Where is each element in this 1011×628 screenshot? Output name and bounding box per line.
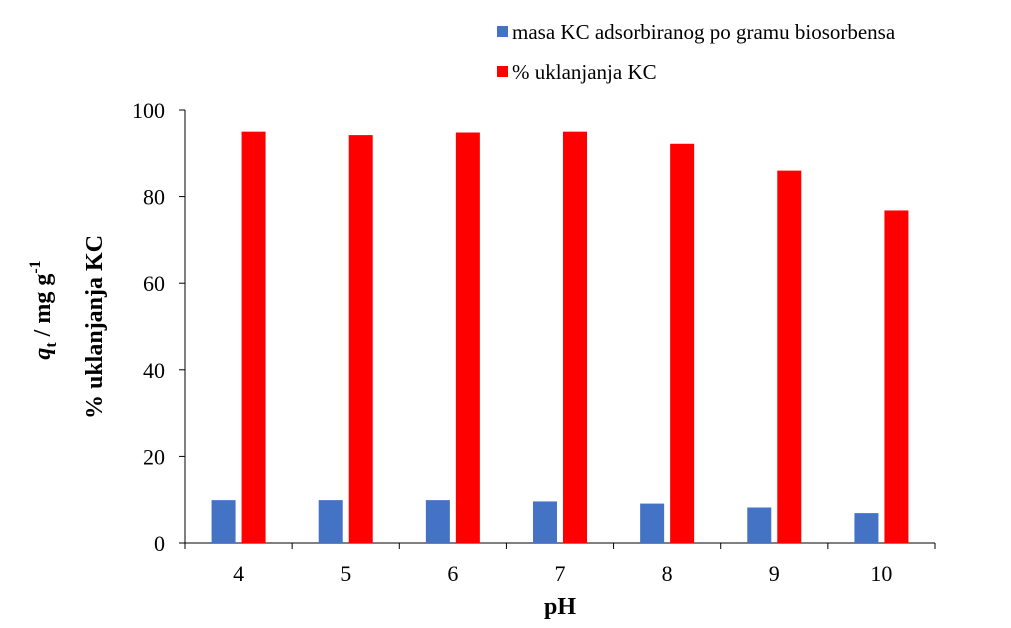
x-tick-label: 9 xyxy=(769,561,780,586)
y-tick-label: 60 xyxy=(143,271,165,296)
y-axis-title-secondary: % uklanjanja KC xyxy=(82,235,108,419)
legend-swatch xyxy=(497,66,508,77)
bar xyxy=(563,131,587,543)
bar xyxy=(747,507,772,543)
legend-swatch xyxy=(497,26,508,37)
bar xyxy=(211,500,236,543)
x-tick-label: 8 xyxy=(662,561,673,586)
y-axis-title-part: / mg g xyxy=(30,274,56,343)
y-tick-label: 40 xyxy=(143,358,165,383)
y-tick-label: 20 xyxy=(143,444,165,469)
bar xyxy=(670,143,695,544)
x-tick-label: 7 xyxy=(555,561,566,586)
bar xyxy=(318,500,343,543)
y-tick-label: 80 xyxy=(143,185,165,210)
x-tick-label: 10 xyxy=(870,561,892,586)
x-tick-label: 6 xyxy=(447,561,458,586)
x-tick-label: 4 xyxy=(233,561,244,586)
bar xyxy=(533,501,557,543)
bar xyxy=(425,500,450,543)
legend-text: % uklanjanja KC xyxy=(512,60,657,84)
bar xyxy=(348,135,373,543)
bar xyxy=(884,210,909,543)
bar xyxy=(455,132,480,544)
bar xyxy=(241,131,266,543)
y-axis-title-part: -1 xyxy=(27,260,44,273)
bar xyxy=(640,503,665,543)
y-axis-title-part: t xyxy=(43,342,60,348)
x-axis-title: pH xyxy=(544,594,576,620)
y-axis-title-primary: qt / mg g-1 xyxy=(27,260,60,359)
y-tick-label: 100 xyxy=(132,98,165,123)
x-tick-label: 5 xyxy=(340,561,351,586)
bar xyxy=(777,170,802,543)
y-tick-label: 0 xyxy=(154,531,165,556)
legend-text: masa KC adsorbiranog po gramu biosorbens… xyxy=(512,20,896,44)
bar xyxy=(854,513,879,543)
y-axis-title-part: q xyxy=(30,348,56,360)
